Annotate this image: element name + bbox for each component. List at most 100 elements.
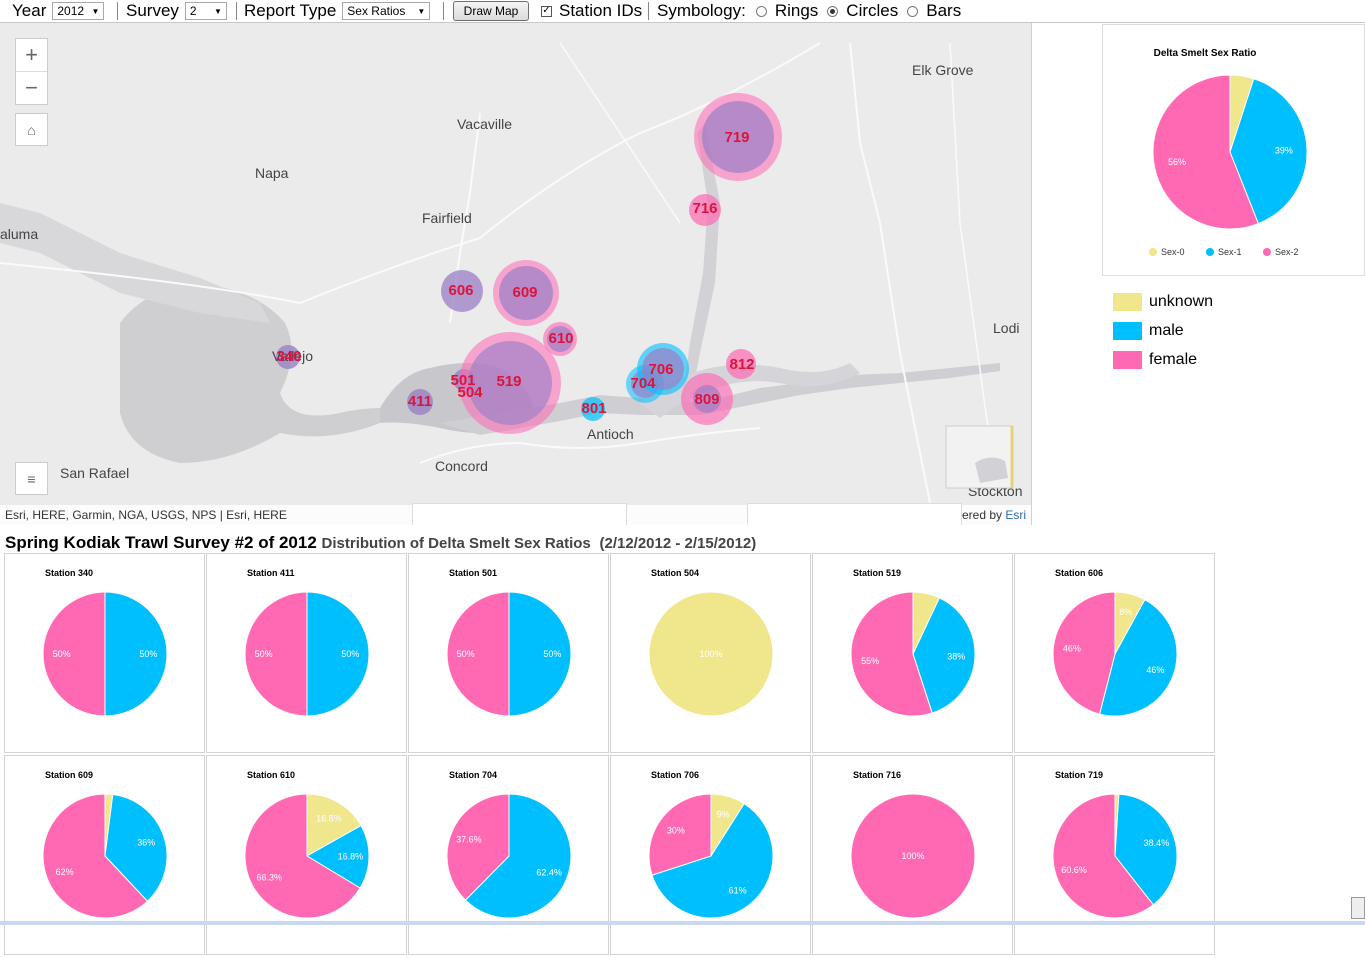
symbology-bars-radio[interactable] [907, 5, 919, 17]
station-pie: Station 501 50% 50% [446, 568, 572, 717]
map-attribution: Esri, HERE, Garmin, NGA, USGS, NPS | Esr… [0, 503, 1031, 525]
chevron-down-icon: ▼ [417, 6, 426, 16]
female-slice[interactable] [42, 591, 106, 717]
unknown-slice[interactable] [306, 793, 362, 857]
station-ids-control: ✓ Station IDs [541, 0, 642, 22]
station-chart-cell: Station 411 50% 50% [206, 553, 407, 753]
home-icon[interactable]: ⌂ [15, 113, 48, 146]
station-id-label: 411 [408, 393, 432, 410]
station-801-symbol[interactable] [581, 397, 605, 421]
station-716-symbol[interactable] [689, 194, 721, 226]
station-pie: Station 519 38% 55% [850, 568, 976, 717]
symbology-rings-radio[interactable] [755, 5, 767, 17]
map-canvas[interactable]: Elk Grove Vacaville Napa Fairfield aluma… [0, 23, 1031, 525]
female-slice[interactable] [648, 793, 712, 876]
layer-list-icon[interactable]: ≡ [15, 462, 48, 495]
slice-label: 16.8% [338, 852, 364, 862]
symbology-circles-radio[interactable] [827, 5, 839, 17]
chevron-down-icon: ▼ [214, 6, 222, 16]
male-slice[interactable] [912, 597, 976, 714]
unknown-slice[interactable] [648, 591, 774, 717]
survey-select[interactable]: 2 ▼ [184, 2, 227, 20]
female-slice[interactable] [446, 793, 510, 901]
male-slice[interactable] [508, 591, 572, 717]
station-pie: Station 610 16.8% 16.8% 66.3% [244, 770, 370, 919]
station-812-symbol[interactable] [726, 349, 756, 379]
station-610-symbol[interactable] [543, 322, 577, 356]
male-slice[interactable] [464, 793, 572, 919]
female-slice[interactable] [850, 591, 933, 717]
station-809-symbol[interactable] [681, 373, 733, 425]
station-pie: Station 340 50% 50% [42, 568, 168, 717]
zoom-in-icon[interactable]: + [25, 42, 38, 67]
station-id-label: 812 [729, 356, 754, 373]
year-value: 2012 [57, 4, 85, 18]
female-slice[interactable] [1152, 74, 1259, 230]
slice-label: 50% [53, 649, 71, 659]
page-title: Spring Kodiak Trawl Survey #2 of 2012 Di… [5, 533, 756, 553]
station-411-symbol[interactable] [407, 389, 433, 415]
slice-label: 46% [1146, 665, 1164, 675]
male-slice[interactable] [1229, 78, 1308, 225]
zoom-out-icon[interactable]: − [16, 71, 47, 104]
slice-label: 50% [341, 649, 359, 659]
male-slice[interactable] [306, 824, 370, 889]
female-slice[interactable] [1052, 591, 1116, 715]
station-id-label: 809 [694, 391, 719, 408]
slice-label: 30% [667, 825, 685, 835]
separator [648, 2, 649, 20]
male-slice[interactable] [104, 793, 168, 902]
station-pie: Station 706 9% 61% 30% [648, 770, 774, 919]
slice-label: 55% [861, 656, 879, 666]
chevron-down-icon: ▼ [91, 6, 100, 16]
station-chart-cell: Station 519 38% 55% [812, 553, 1013, 753]
male-slice[interactable] [651, 802, 774, 919]
station-chart-cell: Station 716 100% [812, 755, 1013, 955]
station-519-symbol[interactable] [459, 332, 561, 434]
female-slice[interactable] [42, 793, 149, 919]
separator [117, 2, 118, 20]
sex-ratio-chart: Delta Smelt Sex Ratio 39% 56% Sex-0 Sex-1 Sex… [1102, 24, 1365, 276]
survey-title: Spring Kodiak Trawl Survey #2 of 2012 [5, 533, 317, 552]
year-control: Year 2012 ▼ [12, 0, 105, 22]
female-slice[interactable] [850, 793, 976, 919]
legend-label: male [1149, 321, 1184, 339]
legend-marker [1149, 248, 1157, 256]
year-select[interactable]: 2012 ▼ [52, 2, 105, 20]
legend-label: female [1149, 350, 1198, 368]
station-706-symbol[interactable] [637, 343, 689, 395]
station-chart-title: Station 501 [449, 568, 497, 578]
male-slice[interactable] [104, 591, 168, 717]
station-719-symbol[interactable] [694, 93, 782, 181]
slice-label: 8% [1119, 607, 1132, 617]
horizontal-scrollbar[interactable] [0, 921, 1365, 925]
station-chart-cell: Station 610 16.8% 16.8% 66.3% [206, 755, 407, 955]
female-slice[interactable] [1052, 793, 1155, 919]
male-slice[interactable] [1114, 793, 1178, 906]
place-label: Concord [435, 458, 488, 474]
female-slice[interactable] [244, 793, 361, 919]
male-slice[interactable] [306, 591, 370, 717]
station-606-symbol[interactable] [441, 270, 483, 312]
slice-label: 56% [1168, 157, 1186, 167]
station-chart-cell: Station 704 62.4% 37.6% [408, 755, 609, 955]
station-id-label: 501 [450, 372, 475, 389]
station-pie: Station 716 100% [850, 770, 976, 919]
station-340-symbol[interactable] [276, 345, 300, 369]
draw-map-button[interactable]: Draw Map [453, 1, 529, 21]
station-id-label: 519 [496, 373, 521, 390]
station-ids-checkbox[interactable]: ✓ [541, 5, 552, 17]
female-slice[interactable] [244, 591, 308, 717]
station-pie: Station 504 100% [648, 568, 774, 717]
overview-map[interactable] [945, 425, 1014, 489]
scroll-right-button[interactable] [1351, 897, 1365, 919]
station-chart-title: Station 411 [247, 568, 295, 578]
esri-link[interactable]: Esri [1005, 508, 1026, 522]
station-609-symbol[interactable] [493, 260, 559, 326]
slice-label: 46% [1063, 644, 1081, 654]
male-slice[interactable] [1098, 598, 1178, 717]
survey-label: Survey [126, 1, 179, 20]
map-view[interactable]: Elk Grove Vacaville Napa Fairfield aluma… [0, 23, 1032, 525]
female-slice[interactable] [446, 591, 510, 717]
report-type-select[interactable]: Sex Ratios ▼ [342, 2, 431, 20]
